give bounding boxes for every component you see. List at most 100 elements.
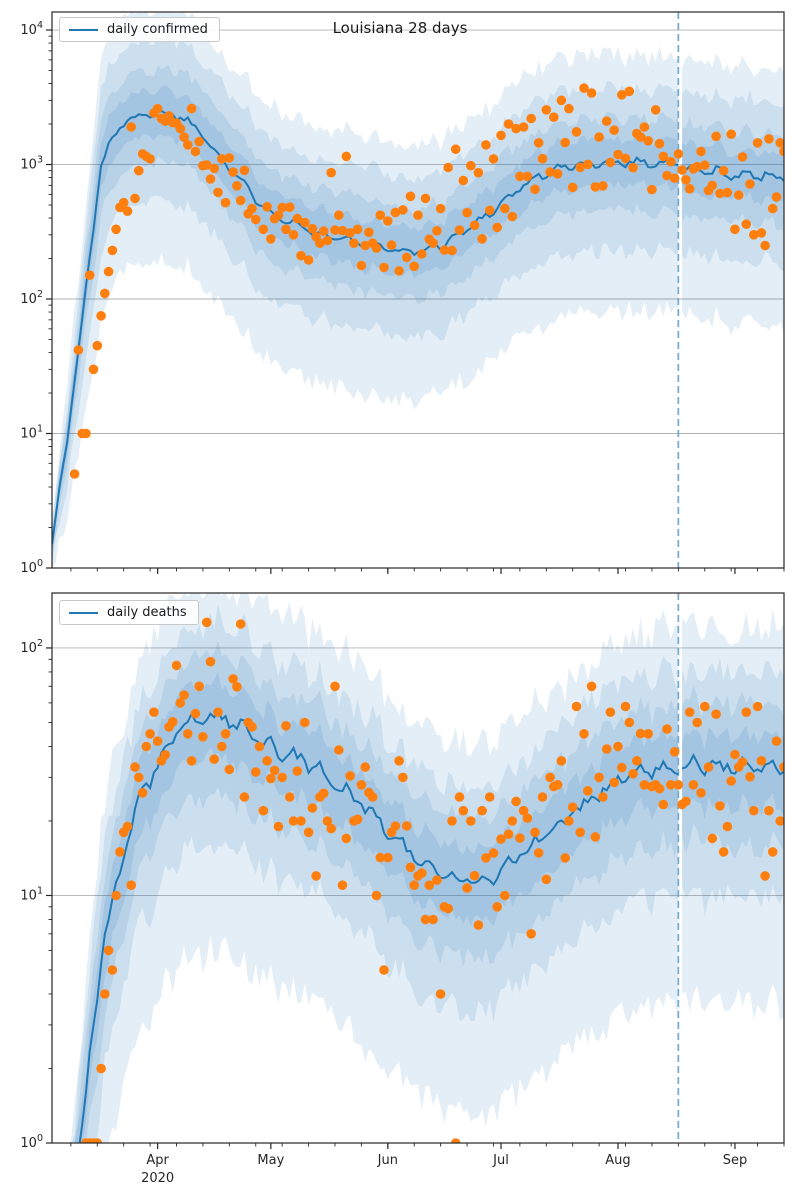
scatter-point	[413, 210, 423, 220]
scatter-point	[745, 772, 755, 782]
scatter-point	[564, 816, 574, 826]
scatter-point	[703, 762, 714, 772]
scatter-point	[303, 827, 314, 838]
scatter-point	[183, 729, 193, 739]
scatter-point	[417, 249, 427, 259]
scatter-point	[473, 920, 484, 930]
scatter-point	[749, 230, 759, 240]
scatter-point	[281, 224, 291, 235]
scatter-point	[617, 762, 627, 773]
scatter-point	[692, 161, 702, 172]
scatter-point	[586, 88, 597, 98]
scatter-point	[511, 123, 521, 134]
scatter-point	[541, 105, 552, 115]
scatter-point	[405, 191, 416, 202]
x-tick-label: Aug	[605, 1153, 630, 1168]
scatter-point	[432, 226, 442, 236]
scatter-point	[730, 749, 740, 760]
scatter-point	[443, 903, 454, 914]
scatter-point	[530, 827, 540, 838]
scatter-point	[492, 222, 503, 233]
scatter-point	[296, 816, 306, 826]
scatter-point	[515, 171, 525, 182]
scatter-point	[454, 792, 465, 802]
scatter-point	[186, 103, 197, 114]
scatter-point	[654, 138, 665, 149]
scatter-point	[194, 136, 204, 147]
scatter-point	[428, 914, 438, 925]
scatter-point	[552, 169, 563, 179]
scatter-point	[477, 805, 487, 816]
scatter-point	[273, 821, 284, 832]
scatter-point	[205, 656, 216, 667]
scatter-point	[111, 890, 121, 901]
scatter-point	[617, 90, 627, 100]
scatter-point	[737, 757, 748, 767]
scatter-point	[492, 902, 503, 912]
scatter-point	[224, 764, 235, 775]
scatter-point	[224, 153, 235, 163]
scatter-point	[209, 754, 219, 764]
scatter-point	[288, 816, 299, 826]
scatter-point	[115, 847, 125, 857]
scatter-point	[190, 708, 201, 719]
scatter-point	[194, 681, 204, 692]
scatter-point	[458, 175, 469, 186]
scatter-point	[367, 792, 378, 802]
scatter-point	[481, 853, 491, 863]
scatter-point	[484, 792, 495, 802]
scatter-point	[251, 767, 261, 777]
scatter-point	[775, 138, 784, 148]
scatter-point	[371, 890, 382, 901]
legend-line-sample-deaths	[69, 611, 98, 614]
scatter-point	[409, 261, 420, 272]
legend-line-sample-confirmed	[69, 28, 98, 31]
scatter-point	[756, 756, 767, 766]
x-tick-label: Jul	[492, 1153, 509, 1168]
scatter-point	[518, 122, 529, 132]
scatter-point	[269, 765, 280, 776]
y-tick-label: 100	[20, 1133, 43, 1151]
scatter-point	[752, 701, 763, 712]
scatter-point	[390, 821, 401, 831]
scatter-point	[632, 756, 642, 766]
scatter-point	[307, 803, 318, 813]
legend-label-deaths: daily deaths	[107, 605, 187, 620]
scatter-point	[220, 197, 231, 208]
scatter-point	[337, 880, 348, 890]
scatter-point	[737, 152, 748, 162]
scatter-point	[583, 159, 593, 170]
scatter-point	[81, 428, 91, 439]
scatter-point	[484, 205, 495, 216]
scatter-point	[235, 619, 246, 629]
scatter-point	[130, 193, 140, 204]
scatter-point	[379, 965, 389, 975]
scatter-point	[715, 801, 725, 811]
scatter-point	[152, 736, 163, 746]
scatter-point	[141, 741, 152, 752]
scatter-point	[107, 245, 118, 256]
scatter-point	[152, 103, 163, 114]
scatter-point	[643, 136, 653, 146]
scatter-point	[364, 227, 374, 238]
scatter-point	[609, 777, 619, 788]
scatter-point	[103, 266, 114, 277]
scatter-point	[571, 127, 582, 137]
scatter-point	[277, 202, 288, 213]
scatter-point	[620, 153, 631, 164]
scatter-point	[239, 165, 250, 176]
legend-daily-deaths: daily deaths	[59, 600, 199, 625]
scatter-point	[594, 132, 604, 142]
scatter-point	[579, 729, 589, 739]
scatter-point	[579, 83, 589, 93]
scatter-point	[696, 146, 706, 157]
scatter-point	[247, 203, 257, 214]
scatter-point	[409, 880, 420, 890]
scatter-point	[266, 234, 276, 244]
scatter-point	[126, 122, 136, 132]
scatter-point	[258, 805, 269, 816]
scatter-point	[126, 880, 136, 890]
scatter-point	[122, 821, 133, 832]
scatter-point	[666, 780, 676, 790]
